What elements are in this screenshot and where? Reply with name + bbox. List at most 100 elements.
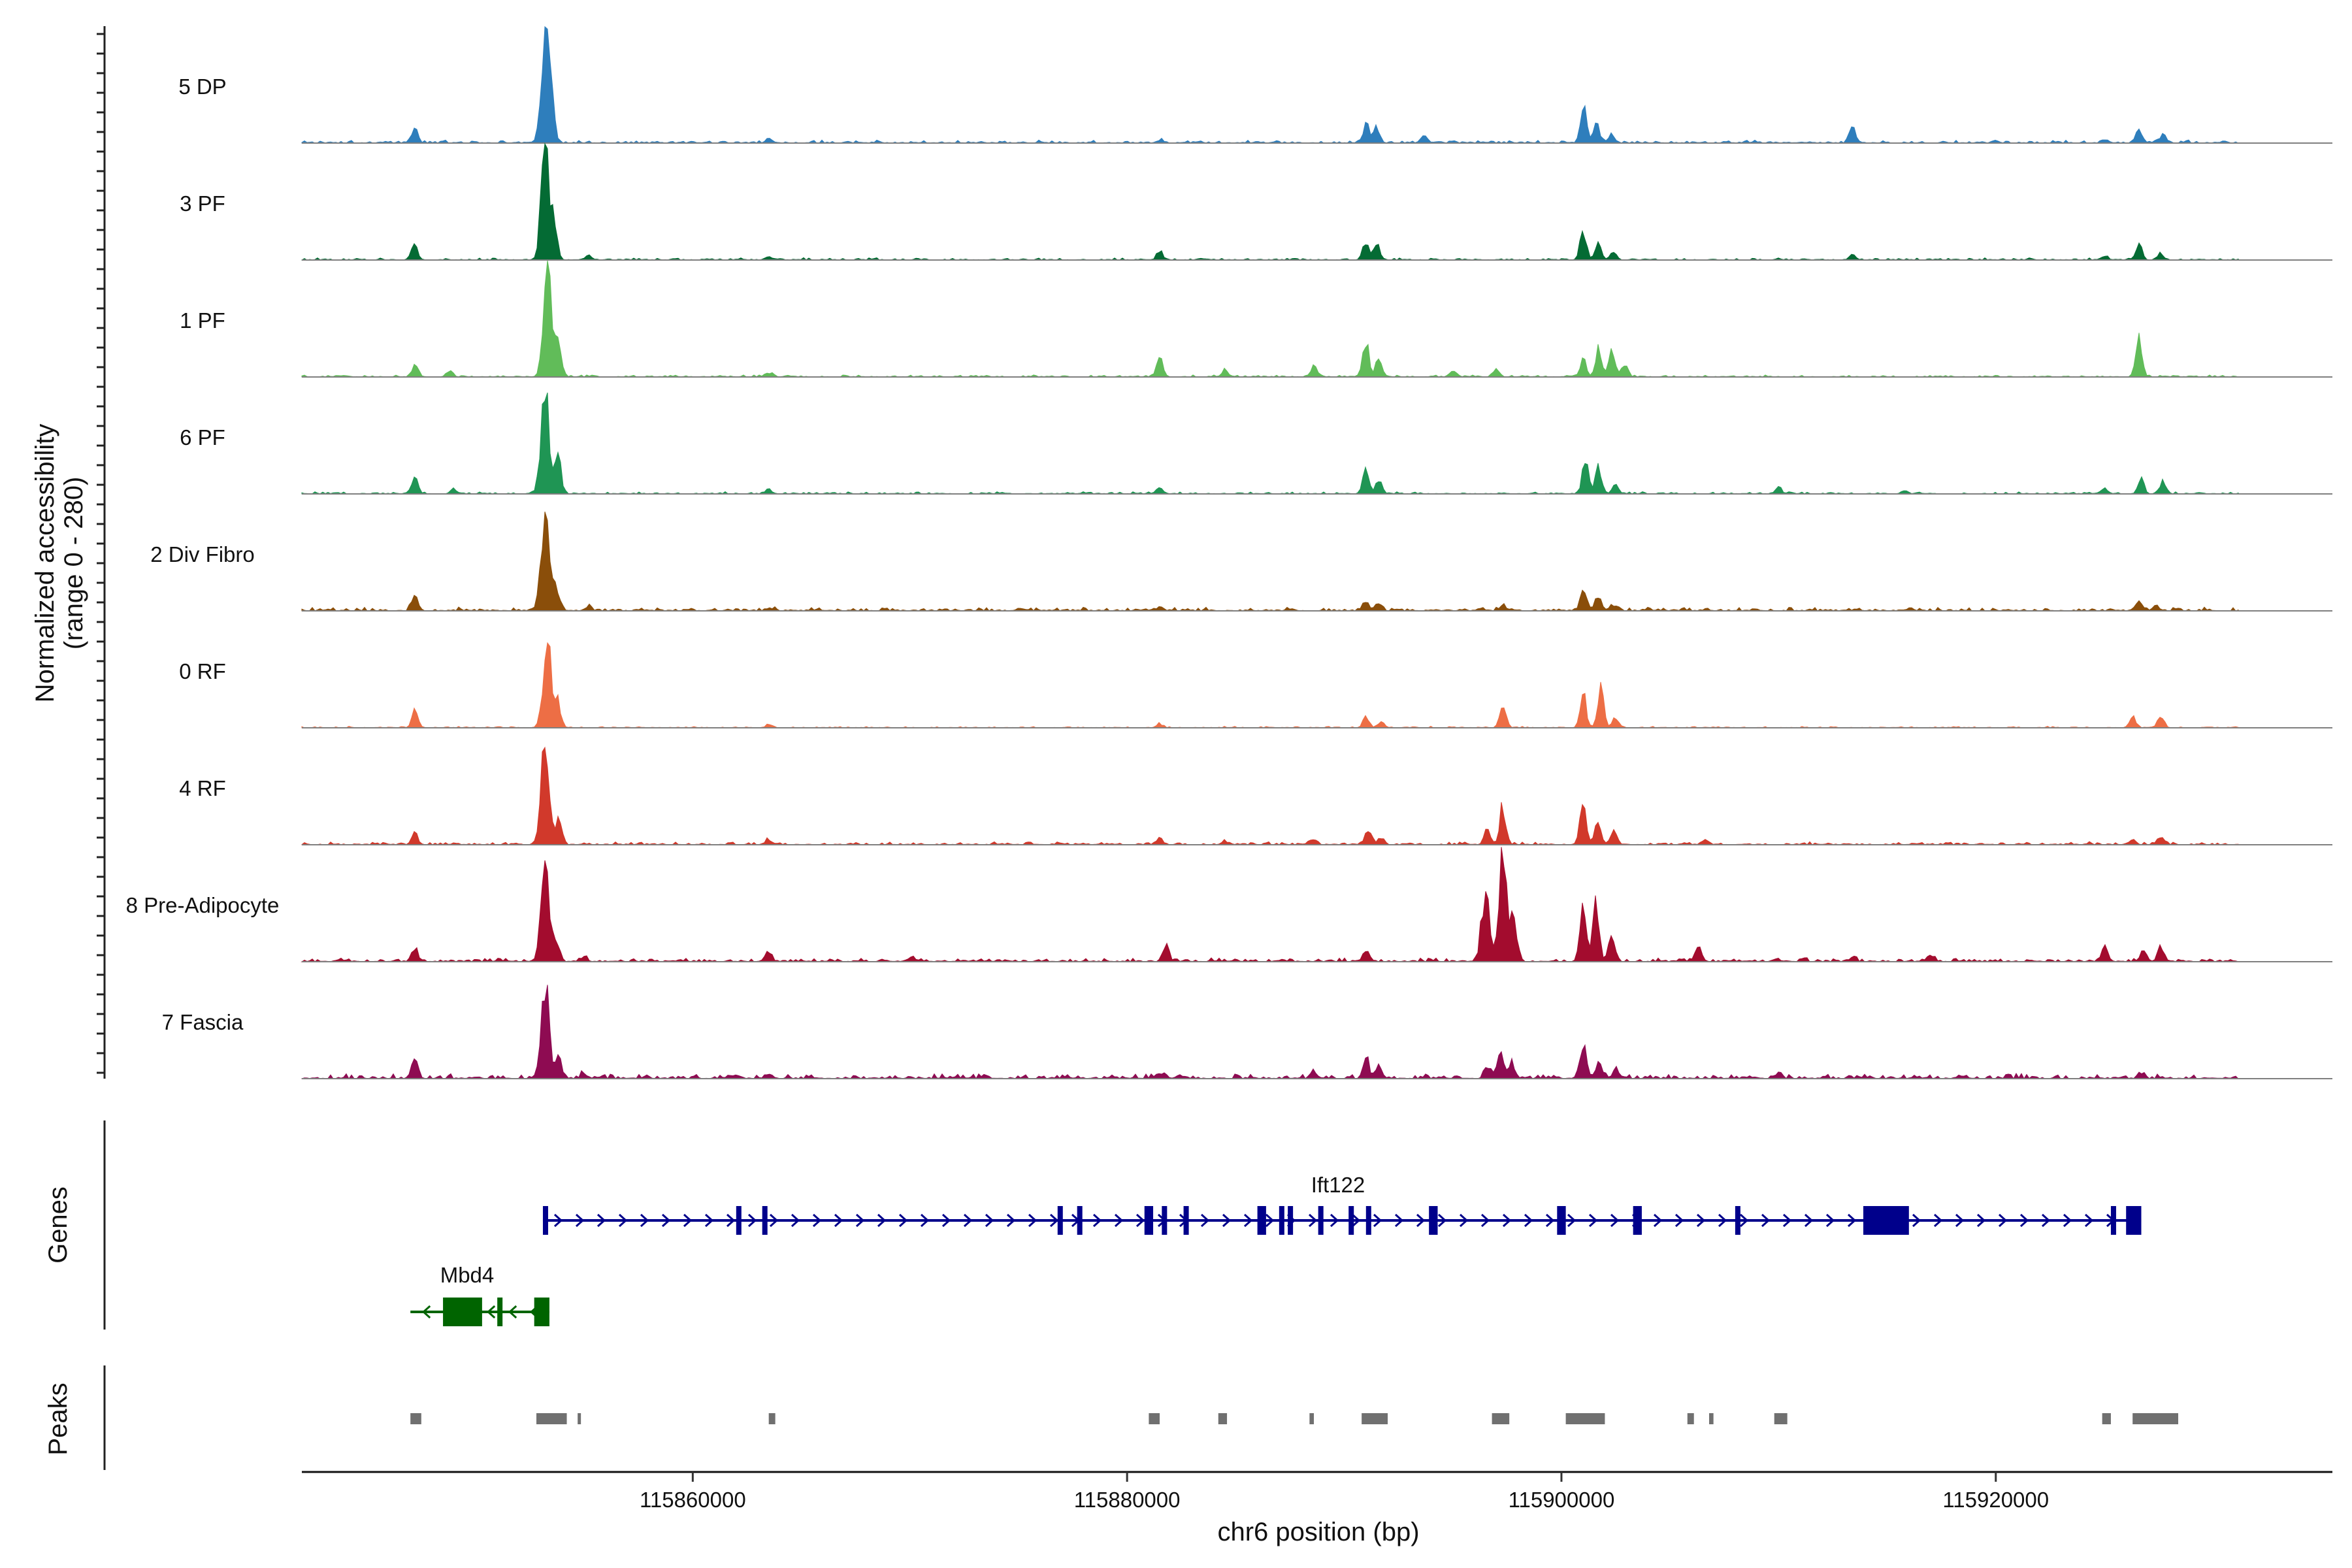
strand-arrow <box>1847 1213 1857 1228</box>
strand-arrow <box>747 1213 757 1228</box>
track-label: 2 Div Fibro <box>150 542 255 566</box>
exon <box>1735 1206 1740 1235</box>
strand-arrow <box>877 1213 887 1228</box>
left-axis <box>97 26 106 1079</box>
strand-arrow <box>1696 1213 1706 1228</box>
exon <box>1365 1206 1371 1235</box>
coverage-area <box>301 142 2240 261</box>
strand-arrow <box>1653 1213 1663 1228</box>
strand-arrow <box>1351 1213 1361 1228</box>
track-label: 4 RF <box>179 776 226 800</box>
strand-arrow <box>2084 1213 2094 1228</box>
strand-arrow <box>596 1213 606 1228</box>
exon <box>1429 1206 1438 1235</box>
strand-arrow <box>1135 1213 1145 1228</box>
strand-arrow <box>1265 1213 1275 1228</box>
strand-arrow <box>1912 1213 1921 1228</box>
x-tick-label: 115900000 <box>1509 1488 1615 1512</box>
peak-region <box>536 1413 567 1424</box>
strand-arrow <box>1437 1213 1447 1228</box>
exon <box>1077 1206 1083 1235</box>
track-2-div-fibro: 2 Div Fibro <box>150 512 2332 612</box>
strand-arrow <box>1092 1213 1102 1228</box>
accessibility-tracks: 5 DP 3 PF 1 PF 6 PF 2 Div Fibro 0 RF 4 RF 8 Pre… <box>126 25 2332 1080</box>
peak-region <box>1218 1413 1228 1424</box>
strand-arrow <box>963 1213 973 1228</box>
peaks-axis-label: Peaks <box>44 1382 73 1455</box>
exon <box>736 1206 742 1235</box>
y-axis-label: Normalized accessibility(range 0 - 280) <box>31 424 88 703</box>
strand-arrow <box>1308 1213 1318 1228</box>
exon <box>1288 1206 1294 1235</box>
strand-arrow <box>812 1213 822 1228</box>
peak-region <box>1309 1413 1315 1424</box>
peak-region <box>1492 1413 1510 1424</box>
track-4-rf: 4 RF <box>179 746 2332 845</box>
exon <box>534 1298 549 1326</box>
strand-arrow <box>1955 1213 1965 1228</box>
exon <box>2110 1206 2116 1235</box>
exon <box>1057 1206 1063 1235</box>
peak-region <box>2102 1413 2111 1424</box>
peak-region <box>1687 1413 1694 1424</box>
exon <box>1257 1206 1266 1235</box>
strand-arrow <box>1049 1213 1059 1228</box>
exon <box>1557 1206 1566 1235</box>
strand-arrow <box>486 1305 496 1319</box>
strand-arrow <box>726 1213 736 1228</box>
strand-arrow <box>1976 1213 1986 1228</box>
strand-arrow <box>985 1213 994 1228</box>
gene-mbd4: Mbd4 <box>410 1263 549 1326</box>
peak-region <box>1149 1413 1160 1424</box>
strand-arrow <box>1825 1213 1835 1228</box>
track-label: 7 Fascia <box>162 1010 244 1034</box>
strand-arrow <box>1782 1213 1792 1228</box>
peak-region <box>1362 1413 1388 1424</box>
strand-arrow <box>421 1305 431 1319</box>
strand-arrow <box>704 1213 714 1228</box>
strand-arrow <box>1545 1213 1555 1228</box>
genes-panel: Genes Ift122 Mbd4 <box>44 1120 2142 1330</box>
x-tick-label: 115880000 <box>1074 1488 1181 1512</box>
strand-arrow <box>1998 1213 2008 1228</box>
strand-arrow <box>898 1213 908 1228</box>
exon <box>542 1206 548 1235</box>
track-0-rf: 0 RF <box>179 642 2332 728</box>
strand-arrow <box>834 1213 843 1228</box>
strand-arrow <box>2063 1213 2072 1228</box>
peaks-panel: Peaks <box>44 1365 2178 1470</box>
strand-arrow <box>769 1213 779 1228</box>
coverage-area <box>301 985 2240 1080</box>
gene-ift122: Ift122 <box>542 1173 2142 1235</box>
x-tick-label: 115860000 <box>640 1488 746 1512</box>
strand-arrow <box>1804 1213 1814 1228</box>
peak-region <box>410 1413 421 1424</box>
strand-arrow <box>1674 1213 1684 1228</box>
strand-arrow <box>1416 1213 1426 1228</box>
strand-arrow <box>1243 1213 1253 1228</box>
coverage-area <box>301 642 2240 728</box>
strand-arrow <box>1761 1213 1771 1228</box>
strand-arrow <box>640 1213 649 1228</box>
peak-region <box>768 1413 776 1424</box>
exon <box>1162 1206 1168 1235</box>
strand-arrow <box>1502 1213 1512 1228</box>
exon <box>1348 1206 1354 1235</box>
coverage-area <box>301 512 2240 612</box>
peak-region <box>578 1413 581 1424</box>
strand-arrow <box>1567 1213 1576 1228</box>
exon <box>762 1206 768 1235</box>
exon <box>1633 1206 1642 1235</box>
track-1-pf: 1 PF <box>180 260 2332 378</box>
x-tick-label: 115920000 <box>1942 1488 2049 1512</box>
strand-arrow <box>1524 1213 1533 1228</box>
strand-arrow <box>1588 1213 1598 1228</box>
genes-axis-label: Genes <box>44 1186 73 1264</box>
track-label: 3 PF <box>180 191 225 216</box>
y-axis-label-line: Normalized accessibility <box>31 424 59 703</box>
coverage-area <box>301 847 2240 962</box>
strand-arrow <box>920 1213 930 1228</box>
coverage-area <box>301 25 2240 144</box>
peak-region <box>1565 1413 1605 1424</box>
